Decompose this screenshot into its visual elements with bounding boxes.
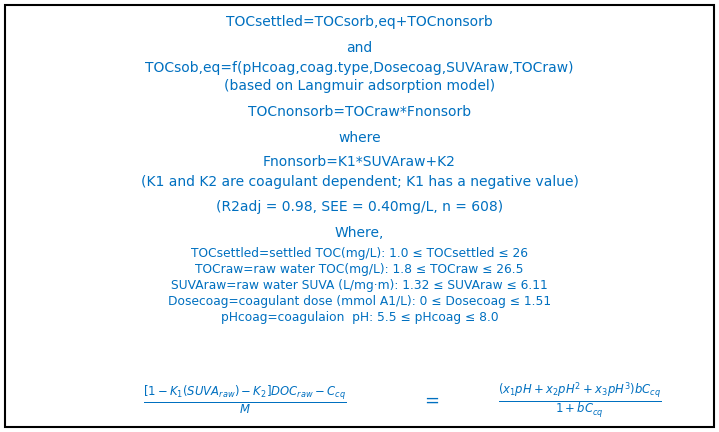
Text: TOCsob,eq=f(pHcoag,coag.type,Dosecoag,SUVAraw,TOCraw): TOCsob,eq=f(pHcoag,coag.type,Dosecoag,SU… <box>145 61 574 75</box>
Text: $=$: $=$ <box>421 391 439 409</box>
Text: $\frac{(x_1pH+x_2pH^2+x_3pH^3)bC_{cq}}{1+bC_{cq}}$: $\frac{(x_1pH+x_2pH^2+x_3pH^3)bC_{cq}}{1… <box>498 380 661 420</box>
Text: Dosecoag=coagulant dose (mmol A1/L): 0 ≤ Dosecoag ≤ 1.51: Dosecoag=coagulant dose (mmol A1/L): 0 ≤… <box>168 295 551 308</box>
Text: SUVAraw=raw water SUVA (L/mg·m): 1.32 ≤ SUVAraw ≤ 6.11: SUVAraw=raw water SUVA (L/mg·m): 1.32 ≤ … <box>171 279 548 292</box>
Text: and: and <box>347 41 372 55</box>
Text: pHcoag=coagulaion  pH: 5.5 ≤ pHcoag ≤ 8.0: pHcoag=coagulaion pH: 5.5 ≤ pHcoag ≤ 8.0 <box>221 311 498 324</box>
Text: where: where <box>338 131 381 145</box>
Text: $\frac{[1-K_1(SUVA_{raw})-K_2]DOC_{raw}-C_{cq}}{M}$: $\frac{[1-K_1(SUVA_{raw})-K_2]DOC_{raw}-… <box>143 384 347 416</box>
Text: (R2adj = 0.98, SEE = 0.40mg/L, n = 608): (R2adj = 0.98, SEE = 0.40mg/L, n = 608) <box>216 200 503 214</box>
Text: TOCnonsorb=TOCraw*Fnonsorb: TOCnonsorb=TOCraw*Fnonsorb <box>248 105 471 119</box>
Text: TOCsettled=TOCsorb,eq+TOCnonsorb: TOCsettled=TOCsorb,eq+TOCnonsorb <box>226 15 493 29</box>
Text: Fnonsorb=K1*SUVAraw+K2: Fnonsorb=K1*SUVAraw+K2 <box>263 155 456 169</box>
Text: (based on Langmuir adsorption model): (based on Langmuir adsorption model) <box>224 79 495 93</box>
Text: Where,: Where, <box>335 226 384 240</box>
Text: TOCsettled=settled TOC(mg/L): 1.0 ≤ TOCsettled ≤ 26: TOCsettled=settled TOC(mg/L): 1.0 ≤ TOCs… <box>191 247 528 260</box>
Text: TOCraw=raw water TOC(mg/L): 1.8 ≤ TOCraw ≤ 26.5: TOCraw=raw water TOC(mg/L): 1.8 ≤ TOCraw… <box>196 263 523 276</box>
Text: (K1 and K2 are coagulant dependent; K1 has a negative value): (K1 and K2 are coagulant dependent; K1 h… <box>140 175 579 189</box>
